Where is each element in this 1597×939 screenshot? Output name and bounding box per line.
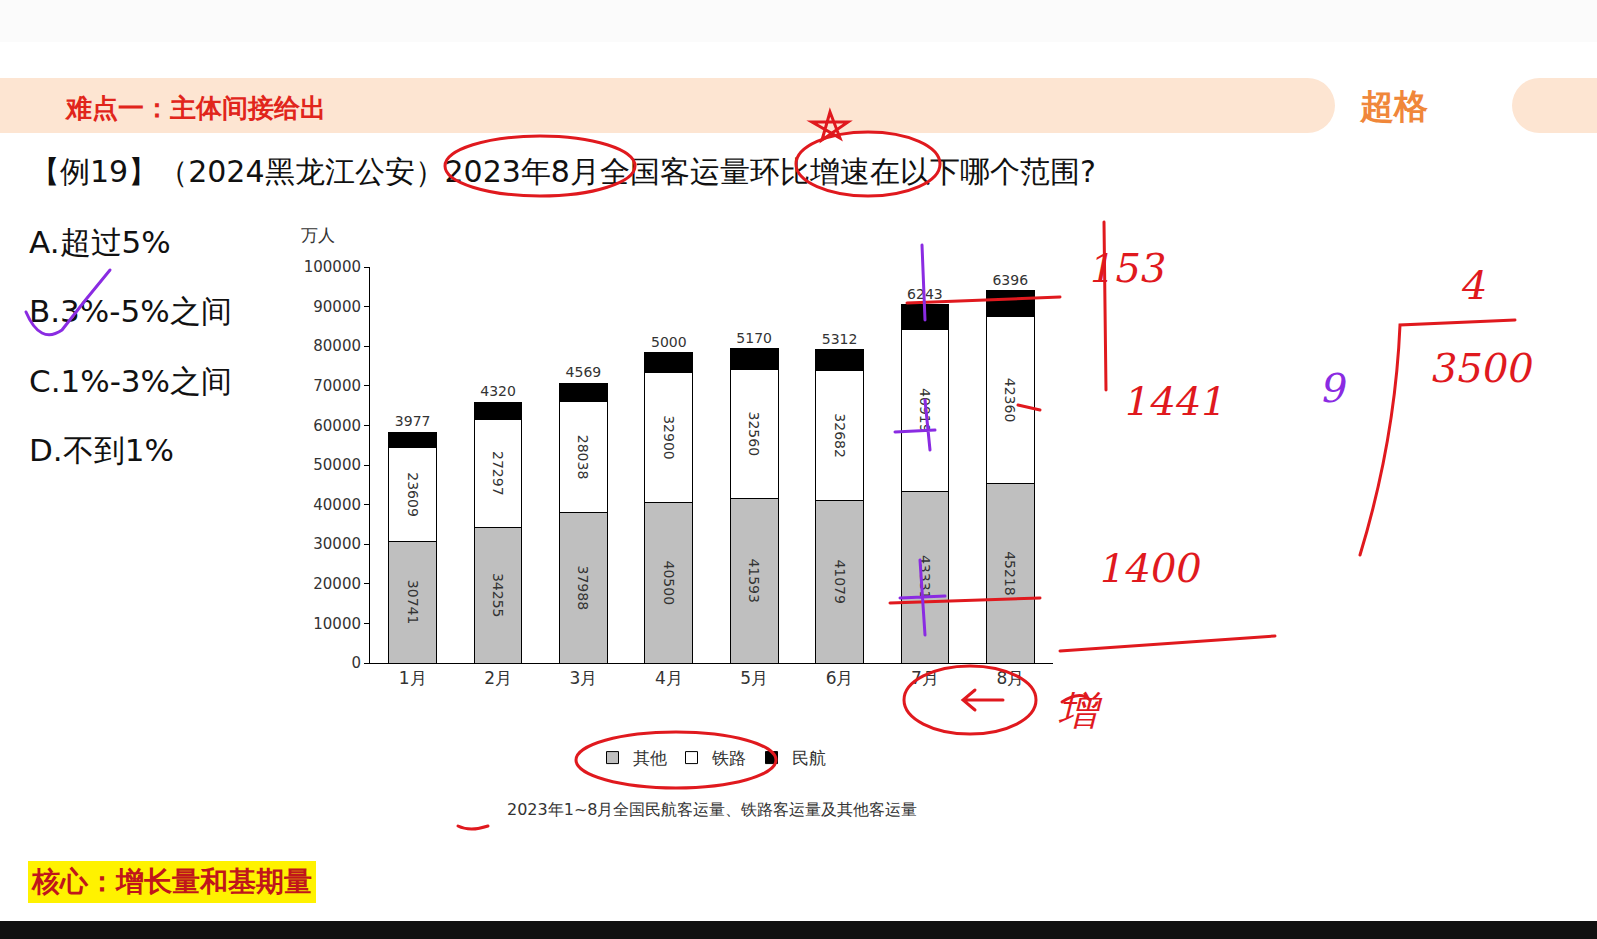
- svg-text:41079: 41079: [832, 559, 848, 604]
- html-text:1400: 1400: [1100, 545, 1202, 591]
- svg-text:民航: 民航: [792, 748, 826, 768]
- svg-text:1月: 1月: [399, 668, 427, 688]
- svg-text:30741: 30741: [405, 580, 421, 625]
- html-text:核心：增长量和基期量: 核心：增长量和基期量: [32, 865, 312, 898]
- svg-text:23609: 23609: [405, 472, 421, 517]
- svg-text:28038: 28038: [575, 435, 591, 480]
- svg-text:2023年1~8月全国民航客运量、铁路客运量及其他客运量: 2023年1~8月全国民航客运量、铁路客运量及其他客运量: [507, 800, 917, 819]
- svg-text:3月: 3月: [570, 668, 598, 688]
- svg-text:10000: 10000: [313, 615, 361, 633]
- html-text:1441: 1441: [1125, 378, 1227, 424]
- svg-text:8月: 8月: [996, 668, 1024, 688]
- svg-text:万人: 万人: [301, 225, 335, 245]
- svg-text:32560: 32560: [746, 412, 762, 457]
- svg-text:4569: 4569: [566, 364, 602, 380]
- svg-text:0: 0: [351, 654, 361, 672]
- svg-text:5170: 5170: [736, 330, 772, 346]
- svg-text:6月: 6月: [826, 668, 854, 688]
- svg-text:其他: 其他: [633, 748, 667, 768]
- svg-text:34255: 34255: [490, 573, 506, 618]
- svg-text:27297: 27297: [490, 451, 506, 496]
- svg-text:45218: 45218: [1002, 551, 1018, 596]
- svg-text:30000: 30000: [313, 535, 361, 553]
- svg-text:70000: 70000: [313, 377, 361, 395]
- svg-text:42360: 42360: [1002, 378, 1018, 423]
- svg-text:41593: 41593: [746, 558, 762, 603]
- svg-text:40500: 40500: [661, 561, 677, 606]
- svg-text:43331: 43331: [917, 555, 933, 600]
- svg-text:4320: 4320: [480, 383, 516, 399]
- html-text:难点一：主体间接给出: 难点一：主体间接给出: [66, 93, 326, 123]
- svg-text:20000: 20000: [313, 575, 361, 593]
- svg-text:铁路: 铁路: [711, 748, 746, 768]
- svg-text:5312: 5312: [822, 331, 858, 347]
- svg-text:32682: 32682: [832, 413, 848, 458]
- html-text:3500: 3500: [1432, 345, 1534, 391]
- svg-text:40919: 40919: [917, 388, 933, 433]
- html-text:C.1%-3%之间: C.1%-3%之间: [29, 363, 232, 399]
- svg-text:50000: 50000: [313, 456, 361, 474]
- svg-text:6396: 6396: [992, 272, 1028, 288]
- svg-text:32900: 32900: [661, 415, 677, 460]
- html-text:D.不到1%: D.不到1%: [29, 432, 174, 468]
- html-text:超格: 超格: [1360, 86, 1428, 126]
- svg-text:3977: 3977: [395, 413, 431, 429]
- html-text:9: 9: [1322, 365, 1348, 411]
- html-text:153: 153: [1090, 245, 1167, 291]
- svg-text:100000: 100000: [304, 258, 361, 276]
- svg-text:37988: 37988: [575, 566, 591, 611]
- svg-text:5000: 5000: [651, 334, 687, 350]
- svg-text:90000: 90000: [313, 298, 361, 316]
- svg-text:5月: 5月: [740, 668, 768, 688]
- svg-text:80000: 80000: [313, 337, 361, 355]
- html-text:B.3%-5%之间: B.3%-5%之间: [29, 293, 232, 329]
- svg-text:7月: 7月: [911, 668, 939, 688]
- html-text:A.超过5%: A.超过5%: [29, 224, 171, 260]
- svg-text:2月: 2月: [484, 668, 512, 688]
- html-text:增: 增: [1058, 687, 1098, 733]
- html-text:4: 4: [1462, 262, 1488, 308]
- svg-text:40000: 40000: [313, 496, 361, 514]
- svg-text:6243: 6243: [907, 286, 943, 302]
- svg-text:60000: 60000: [313, 417, 361, 435]
- svg-text:4月: 4月: [655, 668, 683, 688]
- html-text:【例19】（2024黑龙江公安）2023年8月全国客运量环比: 【例19】（2024黑龙江公安）2023年8月全国客运量环比增速在以下哪个范围?: [30, 154, 1096, 189]
